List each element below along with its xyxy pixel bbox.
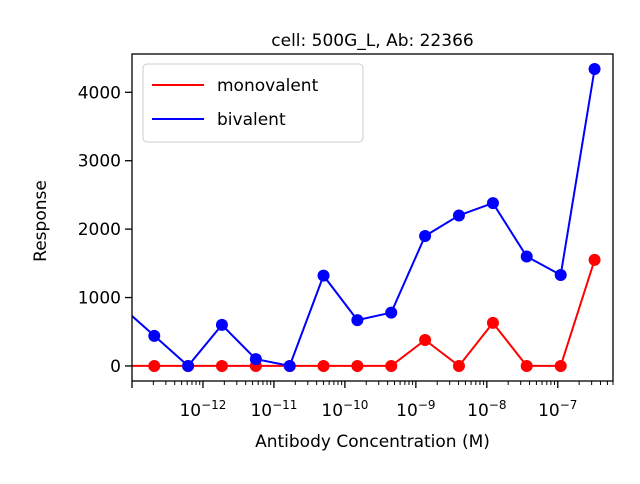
data-point-monovalent: [148, 359, 161, 372]
data-point-monovalent: [588, 253, 601, 266]
x-tick-label: 10−7: [538, 398, 577, 421]
data-point-bivalent: [588, 63, 601, 76]
data-point-bivalent: [419, 229, 432, 242]
data-point-monovalent: [520, 359, 533, 372]
data-point-bivalent: [182, 359, 195, 372]
data-point-monovalent: [486, 316, 499, 329]
x-tick-label: 10−11: [250, 398, 297, 421]
x-tick-label: 10−10: [321, 398, 368, 421]
data-point-bivalent: [283, 359, 296, 372]
data-point-monovalent: [385, 359, 398, 372]
plot-frame: [131, 53, 614, 382]
plot-marks: 0 1000 2000 3000 4000 10−12 10−11 10−10 10−9 10−8…: [78, 63, 614, 421]
legend-label-bivalent: bivalent: [217, 110, 286, 130]
data-point-bivalent: [486, 197, 499, 210]
chart-title: cell: 500G_L, Ab: 22366: [271, 31, 473, 51]
data-point-bivalent: [351, 314, 364, 327]
x-tick-label: 10−9: [396, 398, 435, 421]
data-point-bivalent: [452, 209, 465, 222]
data-point-bivalent: [215, 318, 228, 331]
data-point-monovalent: [317, 359, 330, 372]
data-point-bivalent: [148, 329, 161, 342]
data-point-bivalent: [520, 250, 533, 263]
data-point-monovalent: [215, 359, 228, 372]
data-point-monovalent: [554, 359, 567, 372]
data-point-bivalent: [554, 268, 567, 281]
y-axis-label: Response: [31, 180, 51, 262]
x-tick-label: 10−8: [467, 398, 506, 421]
data-point-bivalent: [317, 269, 330, 282]
data-point-monovalent: [452, 359, 465, 372]
y-tick-label: 3000: [78, 152, 121, 172]
y-tick-label: 4000: [78, 83, 121, 103]
legend: monovalent bivalent: [142, 63, 364, 143]
legend-box: [142, 63, 364, 143]
data-point-monovalent: [351, 359, 364, 372]
y-tick-label: 0: [110, 357, 121, 377]
y-tick-label: 2000: [78, 220, 121, 240]
data-point-monovalent: [419, 333, 432, 346]
data-point-bivalent: [385, 306, 398, 319]
data-point-bivalent: [249, 353, 262, 366]
legend-label-monovalent: monovalent: [217, 76, 319, 96]
y-tick-label: 1000: [78, 289, 121, 309]
x-tick-label: 10−12: [179, 398, 226, 421]
x-axis-label: Antibody Concentration (M): [255, 432, 490, 452]
series-line-monovalent: [132, 259, 596, 368]
